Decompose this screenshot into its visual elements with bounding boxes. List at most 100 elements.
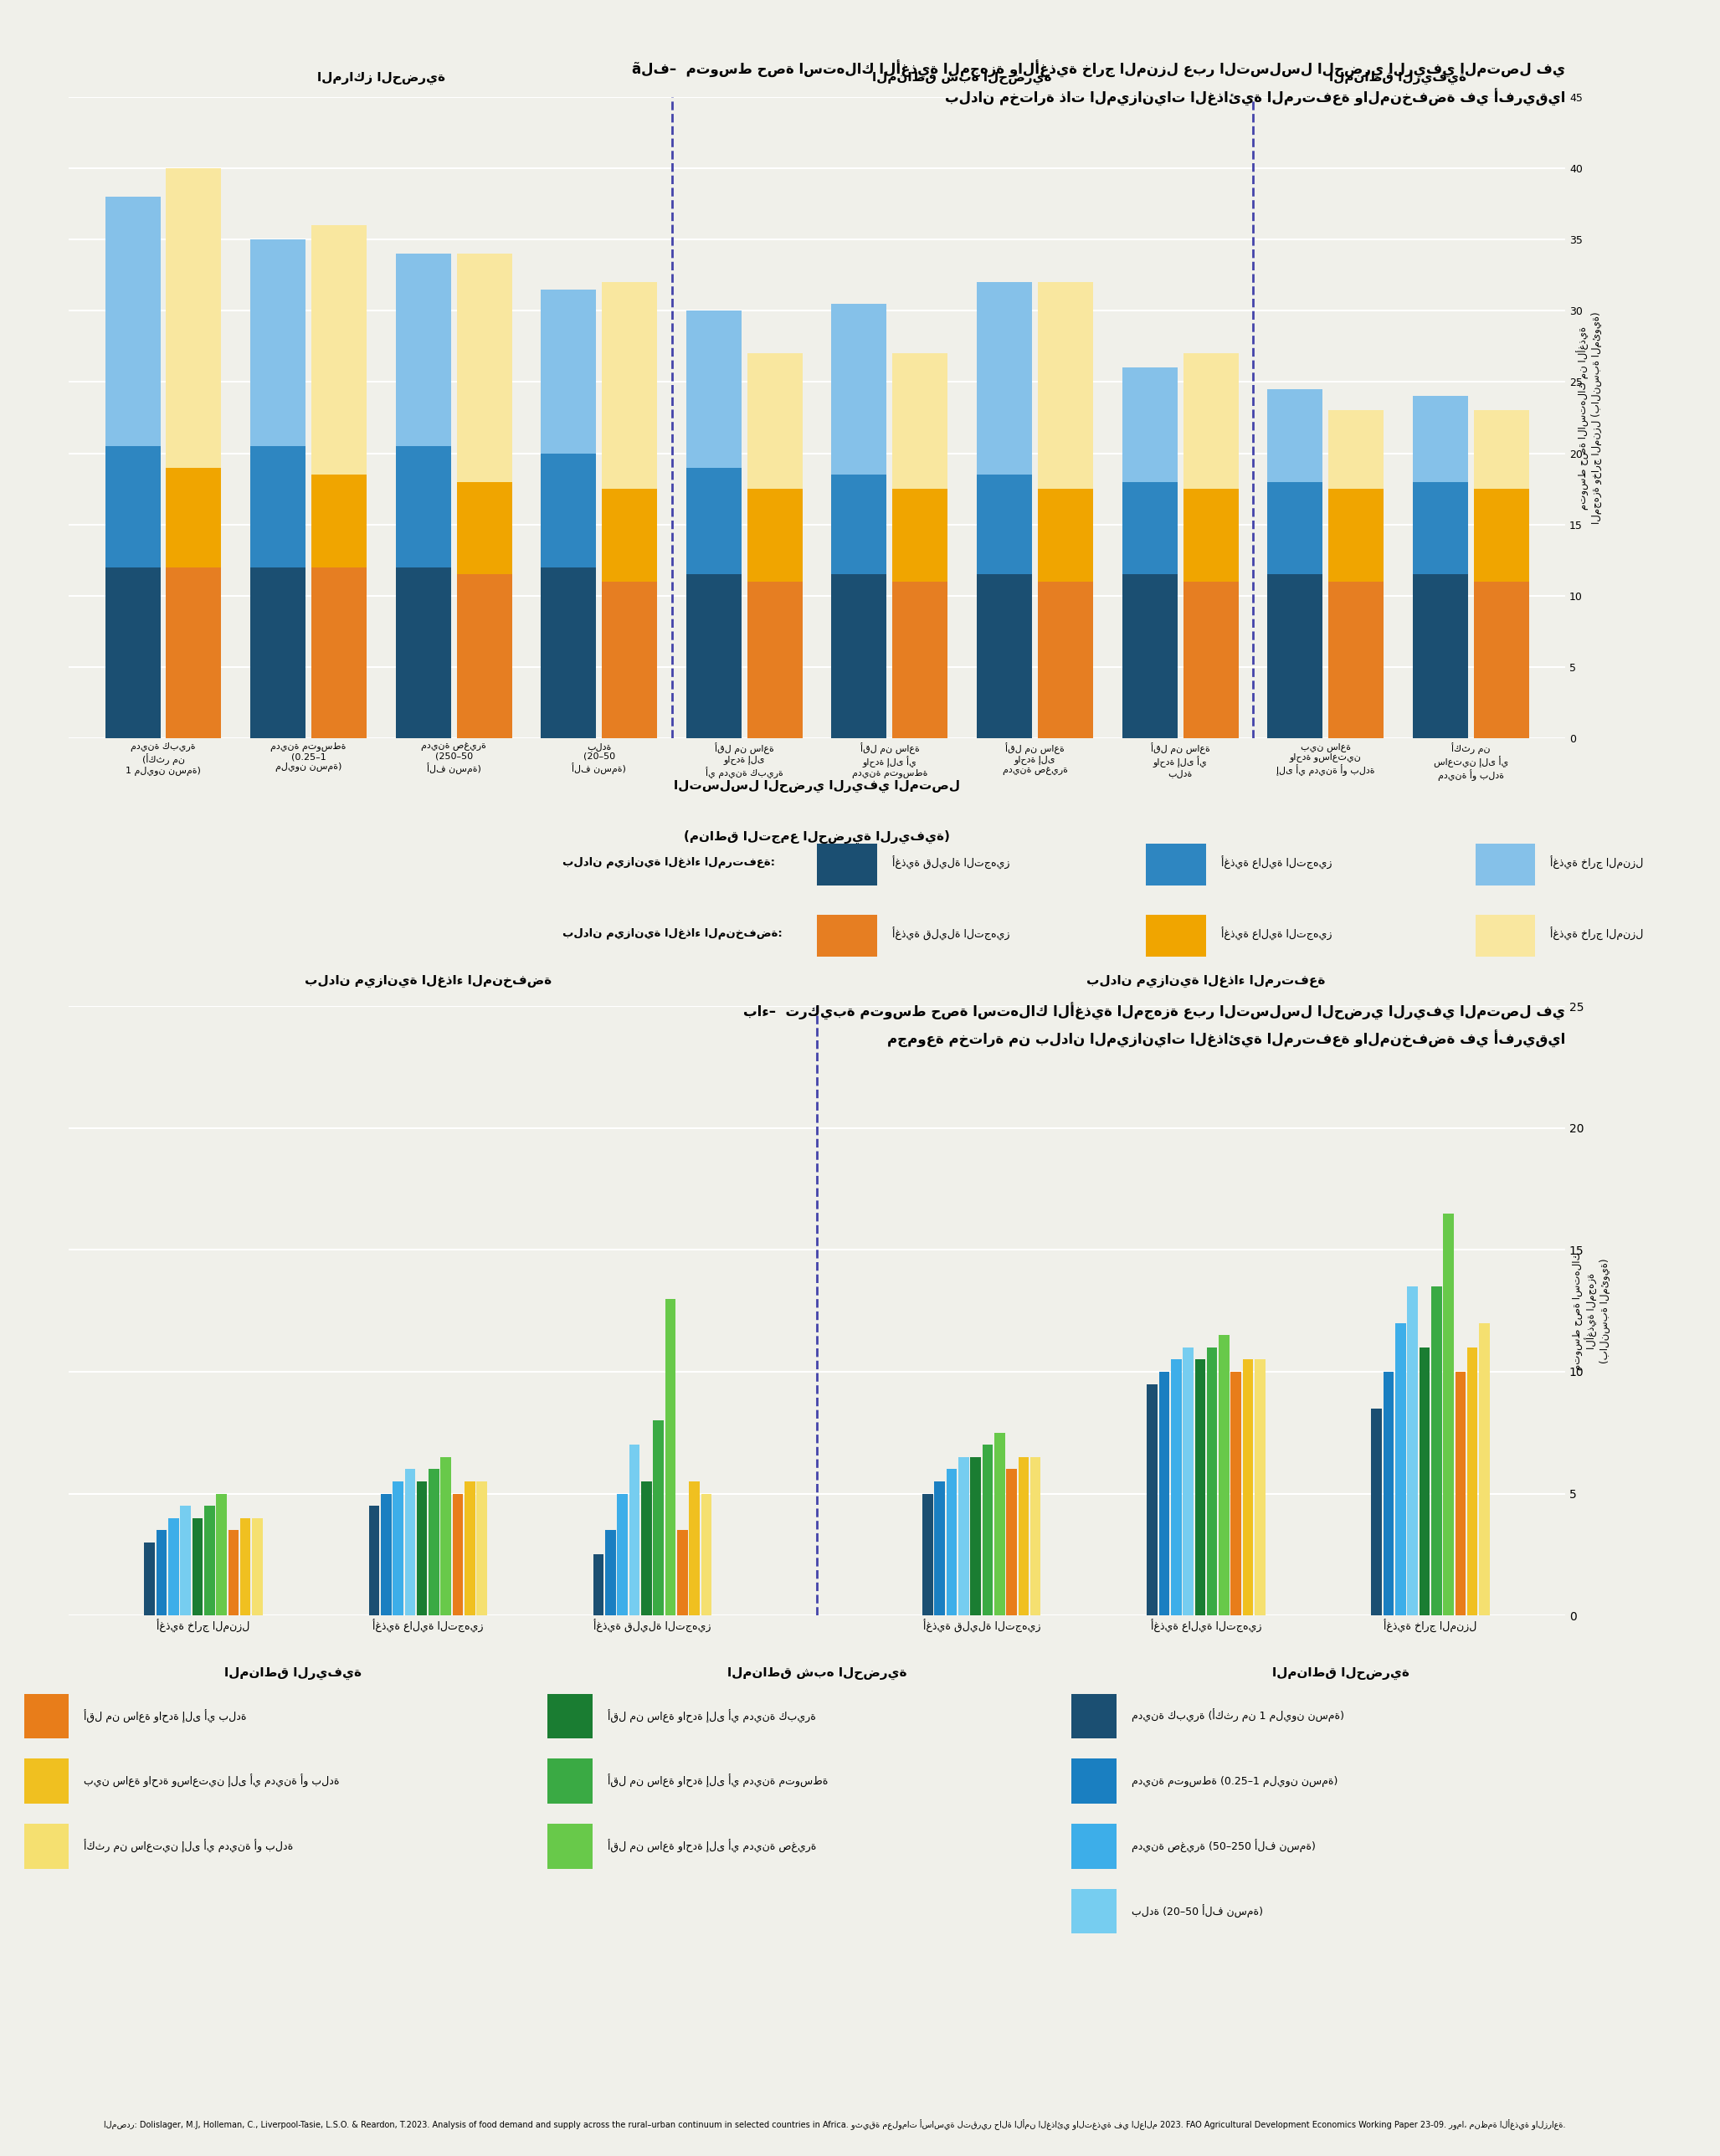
Bar bbox=[977, 282, 1032, 474]
Bar bbox=[982, 1445, 992, 1615]
Bar bbox=[1146, 914, 1206, 957]
Bar bbox=[1159, 1371, 1170, 1615]
Bar bbox=[1037, 282, 1092, 489]
Text: بلدان ميزانية الغذاء المنخفضة: بلدان ميزانية الغذاء المنخفضة bbox=[304, 975, 552, 987]
Bar bbox=[1030, 1457, 1041, 1615]
Bar bbox=[1037, 582, 1092, 737]
Bar bbox=[396, 567, 451, 737]
Bar bbox=[746, 354, 803, 489]
Bar bbox=[311, 474, 366, 567]
Bar bbox=[1412, 397, 1467, 481]
Text: بين ساعة واحدة وساعتين إلى أي مدينة أو بلدة: بين ساعة واحدة وساعتين إلى أي مدينة أو ب… bbox=[84, 1774, 339, 1787]
Bar bbox=[217, 1494, 227, 1615]
Text: بلدة (20–50 ألف نسمة): بلدة (20–50 ألف نسمة) bbox=[1132, 1904, 1262, 1919]
Text: أغذية عالية التجهيز: أغذية عالية التجهيز bbox=[1221, 927, 1331, 940]
Text: مدينة متوسطة (0.25–1 مليون نسمة): مدينة متوسطة (0.25–1 مليون نسمة) bbox=[1132, 1777, 1338, 1787]
Bar bbox=[977, 573, 1032, 737]
Bar bbox=[1146, 843, 1206, 886]
Bar bbox=[458, 573, 513, 737]
Text: أغذية قليلة التجهيز: أغذية قليلة التجهيز bbox=[891, 856, 1010, 869]
Bar bbox=[251, 446, 306, 567]
Bar bbox=[1474, 410, 1529, 489]
Bar bbox=[1395, 1324, 1405, 1615]
Bar bbox=[1467, 1348, 1477, 1615]
Text: المناطق الريفية: المناطق الريفية bbox=[225, 1667, 361, 1680]
Bar bbox=[817, 914, 877, 957]
Bar bbox=[181, 1505, 191, 1615]
Bar bbox=[1072, 1889, 1116, 1934]
Bar bbox=[458, 481, 513, 573]
Text: المصدر: Dolislager, M.J, Holleman, C., Liverpool-Tasie, L.S.O. & Reardon, T.2023: المصدر: Dolislager, M.J, Holleman, C., L… bbox=[103, 2119, 1565, 2130]
Bar bbox=[241, 1518, 251, 1615]
Bar bbox=[1268, 481, 1323, 573]
Bar bbox=[205, 1505, 215, 1615]
Bar bbox=[630, 1445, 640, 1615]
Bar bbox=[105, 446, 160, 567]
Bar bbox=[686, 573, 741, 737]
Bar bbox=[547, 1695, 592, 1738]
Text: أقل من ساعة واحدة إلى أي مدينة كبيرة: أقل من ساعة واحدة إلى أي مدينة كبيرة bbox=[607, 1710, 815, 1723]
Y-axis label: متوسط حصة استهلاك
الأغذية المجهزة
(بالنسبة المئوية): متوسط حصة استهلاك الأغذية المجهزة (بالنس… bbox=[1572, 1253, 1610, 1369]
Text: ãلف–  متوسط حصة استهلاك الأغذية المجهزة والأغذية خارج المنزل عبر التسلسل الحضري : ãلف– متوسط حصة استهلاك الأغذية المجهزة و… bbox=[631, 60, 1565, 78]
Bar bbox=[24, 1824, 69, 1869]
Text: أغذية خارج المنزل: أغذية خارج المنزل bbox=[1550, 927, 1643, 940]
Bar bbox=[1121, 573, 1176, 737]
Bar bbox=[311, 224, 366, 474]
Bar bbox=[678, 1531, 688, 1615]
Bar bbox=[686, 468, 741, 573]
Bar bbox=[642, 1481, 652, 1615]
Bar bbox=[746, 489, 803, 582]
Bar bbox=[542, 453, 597, 567]
Bar bbox=[605, 1531, 616, 1615]
Bar bbox=[1383, 1371, 1393, 1615]
Bar bbox=[1072, 1824, 1116, 1869]
Bar bbox=[144, 1542, 155, 1615]
Bar bbox=[994, 1434, 1004, 1615]
Bar bbox=[654, 1421, 664, 1615]
Text: أقل من ساعة واحدة إلى أي مدينة متوسطة: أقل من ساعة واحدة إلى أي مدينة متوسطة bbox=[607, 1774, 827, 1787]
Text: بلدان مختارة ذات الميزانيات الغذائية المرتفعة والمنخفضة في أفريقيا: بلدان مختارة ذات الميزانيات الغذائية الم… bbox=[944, 88, 1565, 106]
Bar bbox=[311, 567, 366, 737]
Bar bbox=[1474, 582, 1529, 737]
Bar bbox=[458, 254, 513, 481]
Text: أغذية عالية التجهيز: أغذية عالية التجهيز bbox=[1221, 856, 1331, 869]
Bar bbox=[602, 282, 657, 489]
Text: أغذية قليلة التجهيز: أغذية قليلة التجهيز bbox=[891, 927, 1010, 940]
Bar bbox=[24, 1759, 69, 1805]
Bar bbox=[1207, 1348, 1218, 1615]
Bar bbox=[1254, 1360, 1266, 1615]
Bar bbox=[169, 1518, 179, 1615]
Bar bbox=[1018, 1457, 1029, 1615]
Text: أقل من ساعة واحدة إلى أي بلدة: أقل من ساعة واحدة إلى أي بلدة bbox=[84, 1710, 246, 1723]
Bar bbox=[1232, 1371, 1242, 1615]
Bar bbox=[1183, 1348, 1194, 1615]
Bar bbox=[1328, 410, 1383, 489]
Bar bbox=[542, 567, 597, 737]
Bar bbox=[1412, 481, 1467, 573]
Text: مجموعة مختارة من بلدان الميزانيات الغذائية المرتفعة والمنخفضة في أفريقيا: مجموعة مختارة من بلدان الميزانيات الغذائ… bbox=[888, 1031, 1565, 1048]
Bar bbox=[542, 289, 597, 453]
Bar bbox=[934, 1481, 944, 1615]
Bar bbox=[970, 1457, 980, 1615]
Bar bbox=[666, 1298, 676, 1615]
Bar bbox=[1268, 573, 1323, 737]
Bar bbox=[946, 1468, 956, 1615]
Bar bbox=[1183, 582, 1238, 737]
Bar bbox=[105, 567, 160, 737]
Bar bbox=[392, 1481, 402, 1615]
Bar bbox=[1183, 489, 1238, 582]
Bar bbox=[1195, 1360, 1206, 1615]
Text: مدينة كبيرة (أكثر من 1 مليون نسمة): مدينة كبيرة (أكثر من 1 مليون نسمة) bbox=[1132, 1710, 1343, 1723]
Bar bbox=[380, 1494, 392, 1615]
Bar bbox=[893, 489, 948, 582]
Text: أقل من ساعة واحدة إلى أي مدينة صغيرة: أقل من ساعة واحدة إلى أي مدينة صغيرة bbox=[607, 1839, 817, 1852]
Bar bbox=[251, 567, 306, 737]
Bar bbox=[593, 1554, 604, 1615]
Bar bbox=[24, 1695, 69, 1738]
Bar bbox=[251, 239, 306, 446]
Bar bbox=[396, 446, 451, 567]
Bar bbox=[1328, 489, 1383, 582]
Bar bbox=[922, 1494, 932, 1615]
Bar bbox=[1219, 1335, 1230, 1615]
Bar bbox=[1476, 843, 1536, 886]
